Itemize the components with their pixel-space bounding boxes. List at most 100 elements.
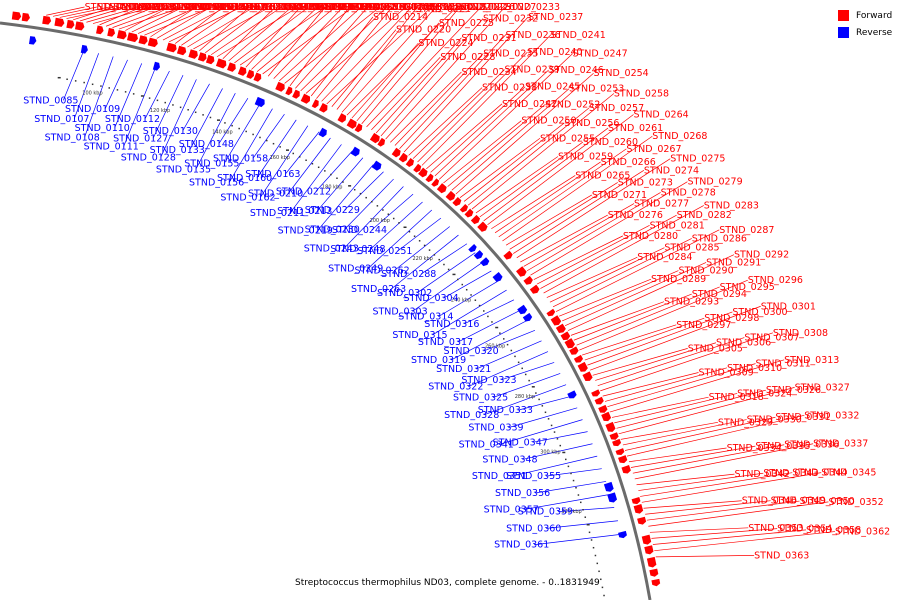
reverse-gene-label: STND_0133 xyxy=(150,145,205,156)
forward-gene-label: STND_0169 xyxy=(241,2,296,13)
reverse-leader-line xyxy=(557,507,615,513)
forward-gene-arrow xyxy=(459,203,469,213)
forward-gene-label: STND_0241 xyxy=(551,30,606,41)
forward-leader-line xyxy=(86,6,140,23)
reverse-leader-line xyxy=(367,209,433,269)
reverse-leader-line xyxy=(416,252,476,294)
forward-gene-arrow xyxy=(188,49,198,59)
forward-swatch xyxy=(838,10,849,21)
forward-leader-line xyxy=(193,6,271,50)
forward-gene-arrow xyxy=(633,504,644,514)
forward-gene-label: STND_0265 xyxy=(575,170,630,181)
forward-leader-line xyxy=(150,6,197,38)
scale-tick xyxy=(398,222,400,224)
scale-tick xyxy=(179,106,182,109)
forward-leader-line xyxy=(552,238,692,308)
reverse-gene-label: STND_0111 xyxy=(84,142,139,153)
reverse-leader-line xyxy=(483,384,567,416)
scale-tick xyxy=(311,162,314,165)
forward-gene-label: STND_0247 xyxy=(572,49,627,60)
scale-tick xyxy=(413,235,416,237)
reverse-gene-label: STND_0127 xyxy=(113,133,168,144)
scale-tick xyxy=(499,332,501,334)
forward-gene-label: STND_0256 xyxy=(564,118,619,129)
forward-gene-arrow xyxy=(523,275,533,285)
forward-leader-line xyxy=(390,71,462,143)
forward-gene-arrow xyxy=(369,132,380,144)
forward-gene-label: STND_0232 xyxy=(483,14,538,25)
forward-gene-arrow xyxy=(516,266,527,277)
reverse-leader-line xyxy=(394,226,450,271)
forward-gene-arrow xyxy=(253,72,262,82)
scale-tick xyxy=(491,321,493,323)
forward-gene-arrow xyxy=(464,208,474,218)
forward-gene-label: STND_0190 xyxy=(292,2,347,13)
forward-gene-arrow xyxy=(598,404,608,413)
forward-gene-arrow xyxy=(227,62,236,72)
forward-gene-label: STND_0266 xyxy=(601,157,656,168)
forward-gene-label: STND_0307 xyxy=(744,333,799,344)
reverse-gene-label: STND_0210 xyxy=(248,189,303,200)
scale-tick xyxy=(461,283,464,286)
forward-leader-line xyxy=(99,6,142,26)
reverse-gene-label: STND_0213 xyxy=(277,206,332,217)
forward-leader-line xyxy=(630,445,756,468)
reverse-gene-arrow xyxy=(350,146,360,157)
forward-gene-label: STND_0345 xyxy=(821,468,876,479)
forward-leader-line xyxy=(316,6,393,99)
scale-tick xyxy=(582,508,584,511)
forward-leader-line xyxy=(546,256,638,298)
forward-gene-label: STND_0336 xyxy=(784,440,839,451)
scale-tick xyxy=(556,438,559,440)
forward-gene-arrow xyxy=(425,173,434,183)
gene-labels: STND_0113STND_0122STND_0123STND_0125STND… xyxy=(23,2,890,561)
forward-gene-arrow xyxy=(582,371,593,382)
forward-leader-line xyxy=(356,22,440,122)
reverse-gene-arrow xyxy=(29,36,37,45)
forward-gene-label: STND_0153 xyxy=(183,2,238,13)
forward-gene-arrow xyxy=(237,66,247,76)
scale-tick xyxy=(487,315,489,318)
forward-gene-arrow xyxy=(644,545,654,555)
forward-gene-arrow xyxy=(246,69,255,79)
reverse-leader-line xyxy=(344,178,394,230)
scale-tick xyxy=(601,586,604,589)
forward-leader-line xyxy=(451,88,570,191)
forward-leader-line xyxy=(632,444,785,474)
scale-tick xyxy=(83,81,85,84)
forward-leader-line xyxy=(251,6,318,70)
forward-gene-label: STND_0134 xyxy=(126,2,181,13)
forward-gene-label: STND_0113 xyxy=(85,2,140,13)
scale-tick xyxy=(336,177,338,180)
scale-tick xyxy=(538,398,540,401)
reverse-swatch xyxy=(838,27,849,38)
scale-tick xyxy=(596,562,599,565)
forward-leader-line xyxy=(262,6,354,75)
forward-gene-label: STND_0207 xyxy=(368,2,423,13)
reverse-gene-label: STND_0211 xyxy=(250,208,305,219)
scale-tick xyxy=(124,91,127,93)
forward-gene-label: STND_0284 xyxy=(637,252,692,263)
forward-leader-line xyxy=(385,6,506,140)
forward-leader-line xyxy=(570,301,665,336)
reverse-leader-line xyxy=(432,289,507,336)
reverse-leader-line xyxy=(464,299,515,325)
genome-backbone-arc xyxy=(0,21,652,600)
scale-tick xyxy=(541,405,544,407)
forward-leader-line xyxy=(434,69,549,177)
forward-gene-label: STND_0205 xyxy=(380,2,435,13)
scale-tick xyxy=(209,116,212,119)
scale-tick xyxy=(392,217,395,220)
scale-tick xyxy=(187,109,189,111)
forward-gene-label: STND_0252 xyxy=(545,99,600,110)
forward-leader-line xyxy=(622,419,747,446)
forward-leader-line xyxy=(543,205,704,294)
reverse-leader-line xyxy=(420,243,468,275)
forward-gene-arrow xyxy=(107,27,116,37)
forward-gene-label: STND_0239 xyxy=(505,65,560,76)
forward-gene-label: STND_0324 xyxy=(737,388,792,399)
forward-leader-line xyxy=(614,393,738,424)
forward-leader-line xyxy=(587,311,733,366)
reverse-gene-label: STND_0355 xyxy=(506,471,561,482)
reverse-gene-label: STND_0130 xyxy=(143,126,198,137)
